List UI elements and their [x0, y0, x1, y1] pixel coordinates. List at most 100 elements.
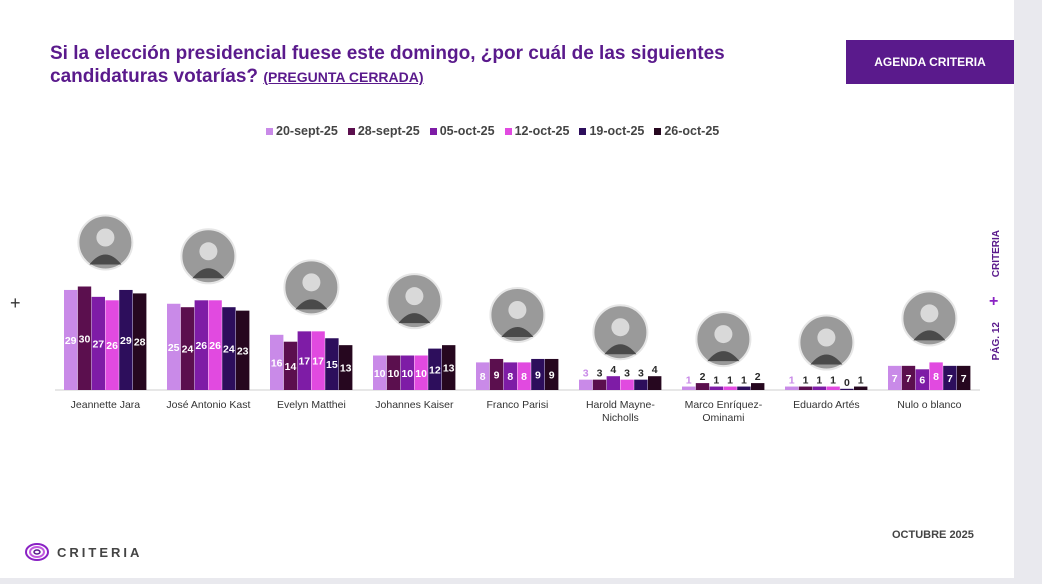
- data-label: 29: [120, 335, 132, 347]
- category-label: Johannes Kaiser: [375, 399, 454, 411]
- title-subtitle: (PREGUNTA CERRADA): [263, 69, 424, 85]
- data-label: 0: [844, 377, 850, 389]
- category-label: Evelyn Matthei: [277, 399, 346, 411]
- data-label: 7: [947, 373, 953, 385]
- data-label: 26: [106, 340, 118, 352]
- candidate-photo-body: [707, 351, 740, 362]
- data-label: 4: [652, 364, 658, 376]
- data-label: 1: [686, 375, 692, 387]
- data-label: 26: [209, 340, 221, 352]
- data-label: 1: [803, 375, 809, 387]
- legend-swatch: [347, 127, 355, 135]
- data-label: 8: [480, 371, 486, 383]
- data-label: 9: [494, 369, 500, 381]
- bar: [709, 386, 723, 390]
- candidate-photo-head: [199, 242, 218, 261]
- category-label: Marco Enríquez-: [685, 399, 763, 411]
- bar: [854, 386, 868, 390]
- bar: [826, 386, 840, 390]
- bar: [785, 386, 799, 390]
- candidate-photo-body: [501, 326, 534, 337]
- data-label: 1: [789, 375, 795, 387]
- bar: [283, 341, 298, 390]
- bar: [888, 365, 902, 390]
- legend-label: 20-sept-25: [276, 124, 338, 138]
- slide: Si la elección presidencial fuese este d…: [0, 0, 1014, 578]
- bar: [194, 300, 208, 390]
- data-label: 6: [919, 375, 925, 387]
- bar: [373, 355, 387, 390]
- candidate-photo-head: [96, 228, 115, 247]
- bar: [297, 331, 311, 390]
- data-label: 17: [298, 356, 310, 368]
- legend-item: 19-oct-25: [579, 124, 644, 138]
- data-label: 14: [285, 361, 297, 373]
- category-label: José Antonio Kast: [166, 399, 250, 411]
- bar: [236, 310, 250, 390]
- bar: [901, 365, 916, 390]
- legend-item: 12-oct-25: [504, 124, 570, 138]
- candidate-photo-body: [913, 330, 946, 341]
- legend-swatch: [654, 127, 662, 135]
- bar: [503, 362, 517, 390]
- legend-label: 28-sept-25: [357, 124, 420, 138]
- data-label: 10: [374, 368, 386, 380]
- bar: [77, 286, 92, 390]
- legend-item: 05-oct-25: [429, 124, 495, 138]
- data-label: 27: [92, 338, 104, 350]
- data-label: 3: [638, 368, 644, 380]
- bar: [648, 376, 662, 390]
- logo-text: CRITERIA: [57, 544, 143, 560]
- plus-icon: +: [10, 293, 21, 313]
- bar: [517, 362, 531, 390]
- legend-label: 12-oct-25: [514, 124, 570, 138]
- data-label: 8: [933, 371, 939, 383]
- data-label: 1: [741, 375, 747, 387]
- bar: [167, 303, 181, 390]
- category-label: Jeannette Jara: [71, 399, 141, 411]
- criteria-logo-icon: [25, 543, 49, 561]
- data-label: 1: [858, 375, 864, 387]
- bar: [606, 376, 620, 390]
- data-label: 13: [340, 363, 352, 375]
- bar: [695, 383, 710, 390]
- candidate-photo-body: [398, 313, 431, 324]
- data-label: 12: [429, 364, 441, 376]
- category-label: Nulo o blanco: [897, 399, 961, 411]
- page-number: PÁG. 12: [991, 322, 1002, 361]
- candidate-photo-head: [405, 287, 424, 306]
- category-label: Ominami: [702, 412, 744, 424]
- bar: [545, 358, 559, 390]
- data-label: 24: [223, 344, 235, 356]
- candidate-photo-head: [508, 300, 527, 319]
- data-label: 13: [443, 363, 455, 375]
- category-label: Eduardo Artés: [793, 399, 860, 411]
- bar: [311, 331, 325, 390]
- candidate-photo-head: [920, 304, 939, 323]
- criteria-logo: CRITERIA: [24, 542, 142, 562]
- data-label: 8: [507, 371, 513, 383]
- bar: [682, 386, 696, 390]
- legend-swatch: [579, 127, 587, 135]
- data-label: 8: [521, 371, 527, 383]
- data-label: 26: [195, 340, 207, 352]
- legend-label: 05-oct-25: [439, 124, 495, 138]
- bar: [91, 296, 105, 390]
- agenda-badge[interactable]: AGENDA CRITERIA: [846, 40, 1014, 84]
- data-label: 10: [388, 368, 400, 380]
- bar: [133, 293, 147, 390]
- candidate-photo-body: [604, 344, 637, 355]
- candidate-photo-head: [611, 318, 630, 337]
- title-text: Si la elección presidencial fuese este d…: [50, 43, 725, 87]
- bar: [840, 388, 854, 390]
- data-label: 2: [700, 371, 706, 383]
- data-label: 24: [182, 344, 194, 356]
- bar: [400, 355, 414, 390]
- bar: [737, 386, 751, 390]
- bar: [208, 300, 222, 390]
- bar: [915, 369, 929, 390]
- data-label: 10: [401, 368, 413, 380]
- data-label: 1: [727, 375, 733, 387]
- data-label: 3: [583, 368, 589, 380]
- data-label: 3: [597, 368, 603, 380]
